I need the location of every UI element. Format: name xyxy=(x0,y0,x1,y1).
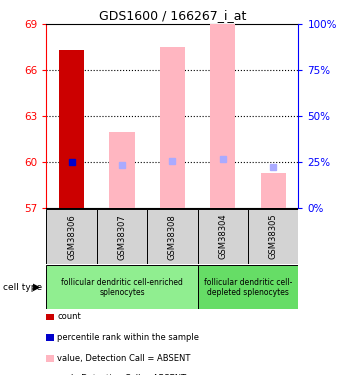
Title: GDS1600 / 166267_i_at: GDS1600 / 166267_i_at xyxy=(99,9,246,22)
Bar xyxy=(198,265,298,309)
Bar xyxy=(248,209,298,264)
Bar xyxy=(261,173,286,208)
Text: GSM38306: GSM38306 xyxy=(67,214,76,260)
Text: GSM38308: GSM38308 xyxy=(168,214,177,260)
Text: percentile rank within the sample: percentile rank within the sample xyxy=(57,333,199,342)
Bar xyxy=(160,47,185,208)
Bar xyxy=(46,209,97,264)
Text: cell type: cell type xyxy=(3,283,43,292)
Text: GSM38307: GSM38307 xyxy=(117,214,127,260)
Text: follicular dendritic cell-
depleted splenocytes: follicular dendritic cell- depleted sple… xyxy=(204,278,292,297)
Text: ▶: ▶ xyxy=(33,282,40,292)
Bar xyxy=(59,50,84,208)
Text: rank, Detection Call = ABSENT: rank, Detection Call = ABSENT xyxy=(57,374,186,375)
Bar xyxy=(210,24,235,208)
Bar xyxy=(97,209,147,264)
Text: follicular dendritic cell-enriched
splenocytes: follicular dendritic cell-enriched splen… xyxy=(61,278,183,297)
Bar xyxy=(198,209,248,264)
Text: count: count xyxy=(57,312,81,321)
Bar xyxy=(46,265,198,309)
Text: GSM38304: GSM38304 xyxy=(218,214,227,260)
Text: value, Detection Call = ABSENT: value, Detection Call = ABSENT xyxy=(57,354,191,363)
Bar xyxy=(109,132,134,208)
Text: GSM38305: GSM38305 xyxy=(269,214,278,260)
Bar xyxy=(147,209,198,264)
